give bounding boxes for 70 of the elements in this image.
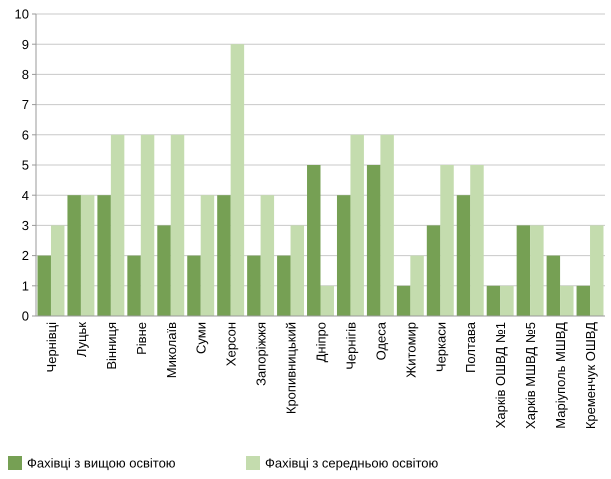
bar xyxy=(97,195,111,316)
x-tick-label: Миколаїв xyxy=(164,322,179,378)
x-tick-label: Харків ОШВД №1 xyxy=(493,322,508,428)
y-tick-label: 2 xyxy=(22,248,29,264)
bar xyxy=(486,286,500,316)
bar xyxy=(307,165,320,316)
x-tick-label: Херсон xyxy=(224,322,239,366)
x-tick-label: Черкаси xyxy=(433,322,448,372)
bar xyxy=(37,256,51,316)
x-tick-label: Харків МШВД №5 xyxy=(523,322,538,429)
bar xyxy=(336,195,350,316)
y-tick-label: 5 xyxy=(22,158,29,173)
y-tick-label: 8 xyxy=(22,66,29,82)
bar xyxy=(110,134,124,316)
bar xyxy=(426,225,440,316)
bar xyxy=(366,165,380,316)
x-tick-label: Чернівці xyxy=(44,322,59,372)
x-tick-label: Суми xyxy=(194,322,209,354)
bar xyxy=(456,195,470,316)
x-tick-label: Маріуполь МШВД xyxy=(553,322,568,429)
x-tick-label: Одеса xyxy=(373,321,388,360)
bar xyxy=(260,195,274,316)
bar xyxy=(410,256,424,316)
bar xyxy=(290,225,304,316)
bar xyxy=(590,225,604,316)
x-tick-label: Кременчук ОШВД xyxy=(583,322,598,430)
bar xyxy=(350,134,364,316)
y-tick-label: 4 xyxy=(22,188,29,203)
bar xyxy=(200,195,214,316)
bar xyxy=(80,195,94,316)
bar xyxy=(230,44,244,316)
x-tick-label: Чернігів xyxy=(343,322,358,370)
bar xyxy=(500,286,514,316)
bar xyxy=(516,225,530,316)
legend-label: Фахівці з вищою освітою xyxy=(27,456,176,471)
x-tick-label: Житомир xyxy=(403,322,418,378)
bar xyxy=(127,256,141,316)
x-tick-label: Кропивницький xyxy=(284,322,299,414)
x-tick-label: Запоріжжя xyxy=(254,322,269,386)
bar xyxy=(560,286,574,316)
bar xyxy=(396,286,410,316)
y-tick-label: 6 xyxy=(22,127,29,142)
bar xyxy=(470,165,484,316)
bar xyxy=(157,225,171,316)
x-tick-label: Вінниця xyxy=(104,322,119,370)
y-tick-label: 7 xyxy=(22,97,29,112)
bar xyxy=(440,165,454,316)
y-tick-label: 9 xyxy=(22,36,29,52)
x-tick-label: Дніпро xyxy=(314,322,328,362)
y-tick-label: 0 xyxy=(22,308,29,324)
bar xyxy=(277,256,291,316)
bar xyxy=(217,195,231,316)
x-tick-label: Рівне xyxy=(134,322,149,355)
legend-label: Фахівці з середньою освітою xyxy=(265,456,439,471)
bar xyxy=(380,134,394,316)
bar xyxy=(320,286,334,316)
bar xyxy=(170,134,184,316)
bar xyxy=(140,134,154,316)
bar xyxy=(530,225,544,316)
x-tick-label: Луцьк xyxy=(74,322,89,358)
bar xyxy=(67,195,81,316)
x-tick-label: Полтава xyxy=(463,321,478,373)
y-tick-label: 1 xyxy=(22,278,29,294)
bar xyxy=(187,256,201,316)
bar xyxy=(247,256,261,316)
y-tick-label: 3 xyxy=(22,218,29,233)
y-tick-label: 10 xyxy=(14,6,29,22)
bar xyxy=(50,225,64,316)
bar xyxy=(546,256,560,316)
bar xyxy=(576,286,590,316)
